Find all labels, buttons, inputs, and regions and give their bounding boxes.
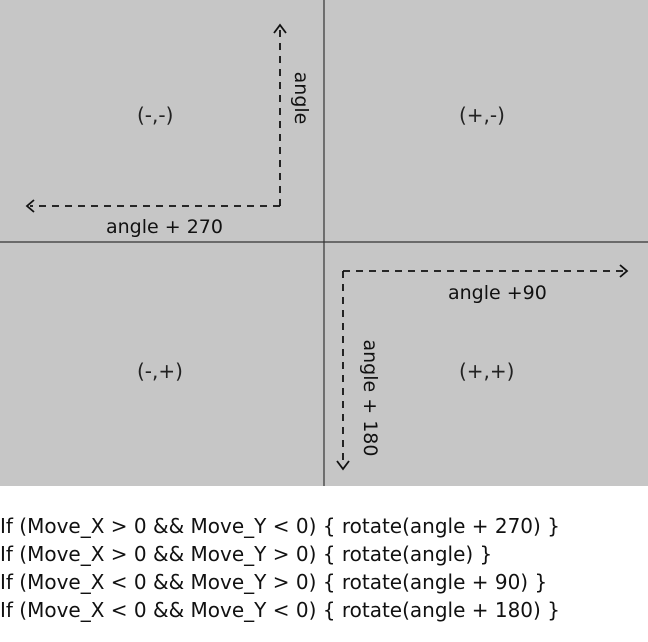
arrow-left-icon [25, 199, 35, 213]
top-left-vertical-label: angle [290, 71, 312, 125]
rotation-code-block: If (Move_X > 0 && Move_Y < 0) { rotate(a… [0, 512, 648, 624]
code-line-1: If (Move_X > 0 && Move_Y < 0) { rotate(a… [0, 514, 560, 538]
bottom-right-horizontal-label: angle +90 [448, 282, 547, 304]
quadrant-label-top-left: (-,-) [137, 103, 174, 127]
code-line-2: If (Move_X > 0 && Move_Y > 0) { rotate(a… [0, 542, 493, 566]
top-left-horizontal-label: angle + 270 [106, 216, 223, 238]
arrow-down-icon [336, 460, 350, 471]
top-left-rotation-arrow [25, 23, 287, 213]
arrow-up-icon [273, 23, 287, 34]
code-line-4: If (Move_X < 0 && Move_Y < 0) { rotate(a… [0, 598, 560, 622]
bottom-right-rotation-arrow [336, 264, 629, 471]
quadrant-label-top-right: (+,-) [459, 103, 505, 127]
quadrant-diagram: (-,-) (+,-) (-,+) (+,+) angle angle + 27… [0, 0, 648, 486]
code-line-3: If (Move_X < 0 && Move_Y > 0) { rotate(a… [0, 570, 548, 594]
bottom-right-vertical-label: angle + 180 [359, 339, 381, 457]
quadrant-label-bottom-right: (+,+) [459, 359, 515, 383]
diagram-canvas [0, 0, 648, 486]
arrow-right-icon [619, 264, 629, 278]
quadrant-label-bottom-left: (-,+) [137, 359, 183, 383]
